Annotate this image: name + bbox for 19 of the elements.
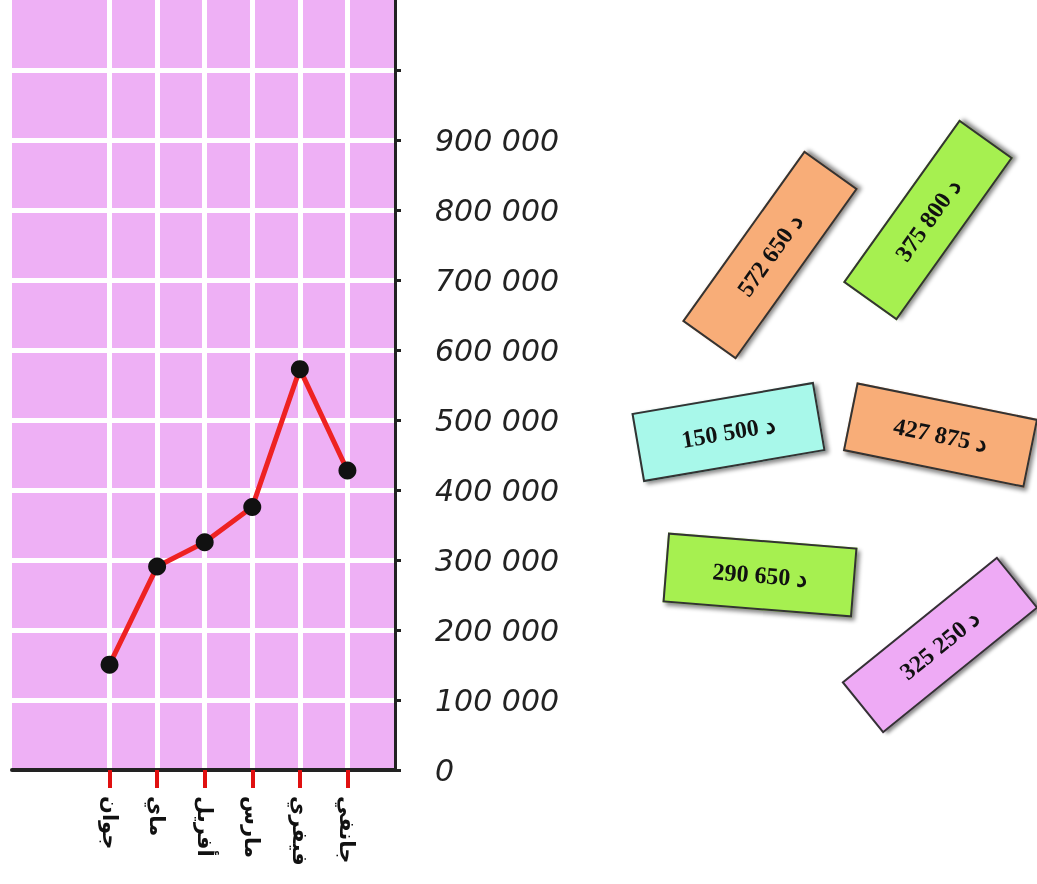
y-tick-label: 900 000	[435, 122, 560, 158]
label-card: 427 875 د	[842, 382, 1037, 488]
y-tick-label: 400 000	[435, 472, 560, 508]
y-tick-label: 100 000	[435, 682, 560, 718]
y-tick-label: 200 000	[435, 612, 560, 648]
label-card: 290 650 د	[662, 532, 858, 618]
x-tick-label: جانفي	[335, 796, 360, 864]
x-tick-label: ماي	[144, 796, 170, 837]
x-tick-label: أفريل	[192, 796, 220, 857]
x-tick-label: فيفري	[286, 796, 312, 866]
x-tick-label: جوان	[97, 796, 122, 850]
y-tick-label: 800 000	[435, 192, 560, 228]
y-tick-label: 700 000	[435, 262, 560, 298]
y-tick-label: 0	[435, 752, 455, 788]
y-tick-label: 300 000	[435, 542, 560, 578]
label-card: 150 500 د	[630, 381, 826, 483]
x-tick-label: مارس	[240, 796, 265, 858]
y-tick-label: 600 000	[435, 332, 560, 368]
y-tick-label: 500 000	[435, 402, 560, 438]
